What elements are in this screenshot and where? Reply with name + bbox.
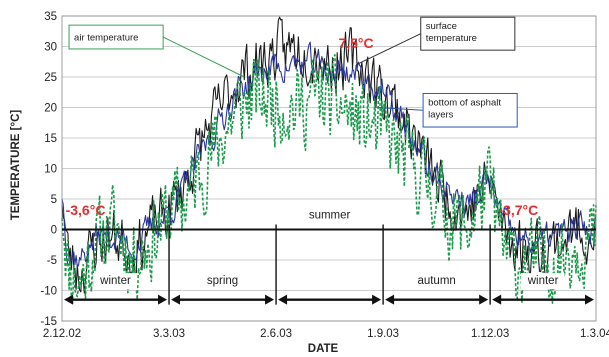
y-tick-label: 15: [44, 133, 57, 145]
y-tick-label: 0: [51, 225, 57, 237]
temperature-annotation: -3,6°C: [66, 202, 106, 218]
axes: 35 30 25 20 15 10 5 0 -5 -10 -152.12.02 3.3.03 2.6.0…: [40, 11, 609, 340]
series-label-box: [420, 16, 516, 51]
season-label-bg: [302, 207, 357, 224]
x-tick-label: 2.12.02: [43, 328, 81, 340]
series-label-text: air temperature: [74, 33, 138, 44]
y-tick-label: 30: [44, 42, 57, 54]
series-label-leader: [355, 33, 421, 66]
season-arrow-head-left: [278, 294, 288, 305]
series-label-text: bottom of asphalt: [428, 97, 501, 108]
season-label-bg: [200, 273, 245, 290]
season-label: summer: [309, 209, 351, 221]
season-label: winter: [527, 275, 559, 287]
x-tick-label: 2.6.03: [260, 328, 292, 340]
series-label-text: temperature: [426, 33, 477, 44]
series-label-text: layers: [428, 109, 454, 120]
season-arrow-head-right: [479, 294, 489, 305]
season-arrow-head-left: [385, 294, 395, 305]
season-label: autumn: [417, 275, 455, 287]
x-tick-label: 3.3.03: [153, 328, 185, 340]
series-line-1: [61, 41, 597, 268]
x-axis-label: DATE: [308, 343, 339, 355]
series-label-leader: [162, 36, 245, 78]
series-label-text: surface: [426, 21, 457, 32]
y-tick-label: 35: [44, 11, 57, 23]
temperature-annotation: 7,5°C: [338, 35, 373, 51]
season-arrow-head-left: [64, 294, 73, 305]
y-tick-label: 10: [44, 164, 57, 176]
x-tick-label: 1.3.04: [580, 328, 609, 340]
series-line-0: [61, 16, 597, 294]
season-arrow-head-right: [585, 294, 594, 305]
season-arrow-head-right: [372, 294, 382, 305]
y-axis-label: TEMPERATURE [°C]: [10, 110, 22, 221]
y-tick-label: -5: [47, 255, 57, 267]
seasons-layer: winter spring summer autumn winter: [64, 207, 594, 305]
season-label-bg: [520, 273, 565, 290]
season-arrow-head-left: [171, 294, 181, 305]
season-label-bg: [93, 273, 138, 290]
series-label-box: [68, 24, 164, 50]
season-label: spring: [207, 275, 238, 287]
annotations-layer: -3,6°C 7,5°C -3,7°C: [66, 35, 539, 218]
x-tick-label: 1.9.03: [367, 328, 399, 340]
series-label-box: [422, 92, 518, 128]
y-tick-label: 25: [44, 72, 57, 84]
series-label-leader: [377, 107, 424, 111]
series-line-2: [61, 54, 597, 305]
y-tick-label: -15: [40, 316, 57, 328]
y-tick-label: 20: [44, 103, 57, 115]
x-tick-label: 1.12.03: [471, 328, 509, 340]
season-arrow-head-left: [492, 294, 502, 305]
temperature-annotation: -3,7°C: [498, 202, 538, 218]
season-arrow-head-right: [265, 294, 275, 305]
season-label-bg: [411, 273, 462, 290]
season-arrow-head-right: [158, 294, 168, 305]
plot-frame: [61, 15, 597, 322]
y-tick-label: -10: [40, 286, 57, 298]
series-layer: [61, 16, 597, 305]
season-label: winter: [99, 275, 131, 287]
y-tick-label: 5: [51, 194, 57, 206]
